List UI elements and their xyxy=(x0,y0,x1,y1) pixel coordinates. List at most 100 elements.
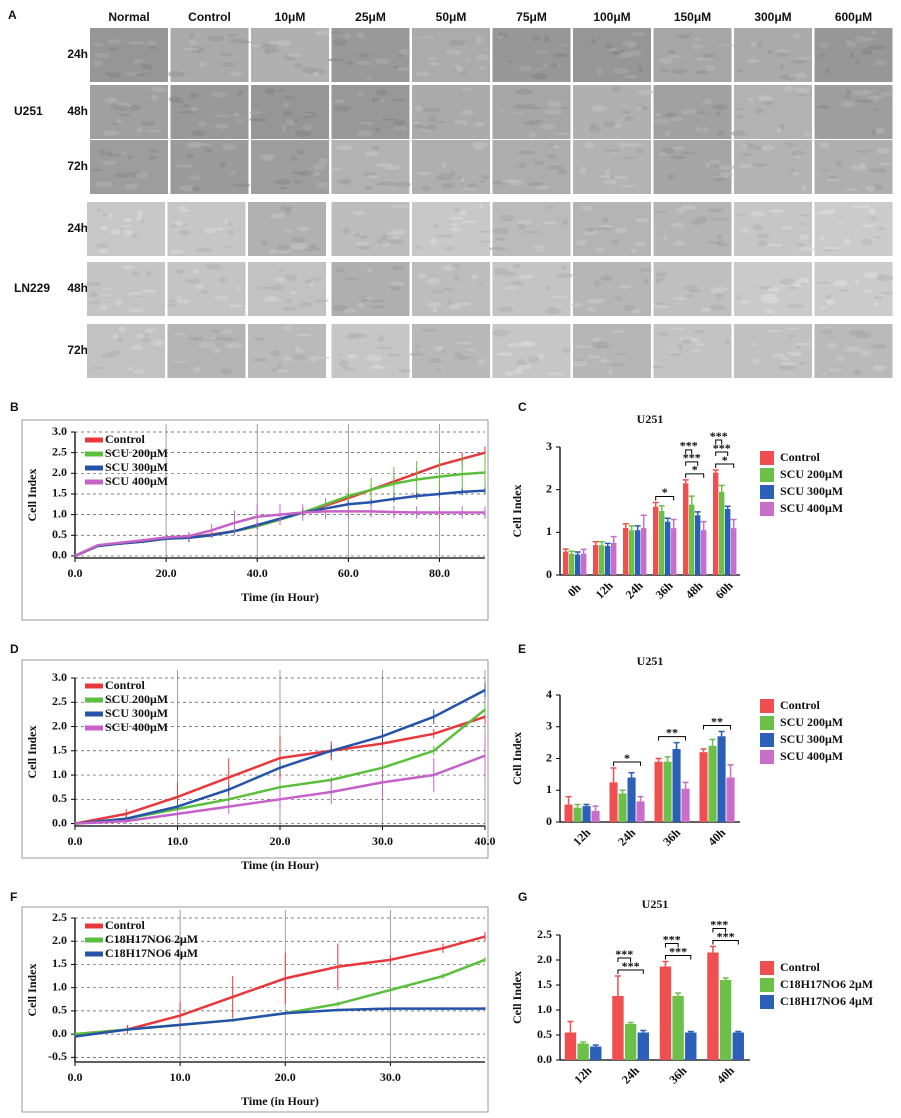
cell-texture xyxy=(136,209,144,216)
cell-texture xyxy=(435,173,454,181)
bar xyxy=(577,1043,589,1060)
cell-texture xyxy=(677,34,691,39)
y-tick-label: 1 xyxy=(546,782,552,796)
cell-texture xyxy=(504,370,515,376)
cell-texture xyxy=(330,31,341,34)
cell-texture xyxy=(630,248,637,253)
cell-texture xyxy=(652,365,664,369)
cell-texture xyxy=(450,227,461,232)
cell-texture xyxy=(758,285,772,290)
significance-bracket xyxy=(715,463,735,469)
cell-texture xyxy=(801,185,807,192)
cell-texture xyxy=(435,121,447,124)
cell-texture xyxy=(140,64,153,70)
cell-texture xyxy=(734,107,747,110)
bar xyxy=(685,1032,697,1060)
cell-texture xyxy=(169,224,177,228)
cell-texture xyxy=(790,150,805,156)
column-header: 150μM xyxy=(674,10,711,24)
cell-texture xyxy=(789,74,795,78)
cell-texture xyxy=(607,48,619,52)
x-tick-label: 30.0 xyxy=(380,1070,401,1084)
column-header: 75μM xyxy=(516,10,547,24)
cell-texture xyxy=(547,62,559,69)
chart-frame xyxy=(21,906,489,1113)
cell-texture xyxy=(189,39,197,45)
cell-texture xyxy=(304,279,313,284)
cell-texture xyxy=(352,211,365,216)
cell-texture xyxy=(96,208,101,213)
cell-texture xyxy=(475,36,483,44)
cell-texture xyxy=(387,353,401,357)
cell-texture xyxy=(877,227,885,231)
cell-texture xyxy=(141,289,157,293)
error-bar xyxy=(682,479,689,484)
cell-texture xyxy=(233,112,240,117)
bar xyxy=(582,806,591,822)
cell-texture xyxy=(221,368,233,374)
cell-texture xyxy=(455,341,473,345)
cell-texture xyxy=(848,329,866,337)
x-tick-label: 24h xyxy=(615,825,638,848)
significance-bracket xyxy=(703,725,732,730)
cell-texture xyxy=(180,209,192,212)
cell-texture xyxy=(786,303,804,309)
cell-texture xyxy=(343,32,352,39)
cell-texture xyxy=(757,95,774,102)
cell-texture xyxy=(375,183,382,186)
cell-texture xyxy=(720,171,733,178)
column-header: 50μM xyxy=(436,10,467,24)
y-tick-label: 1.0 xyxy=(52,979,67,993)
cell-texture xyxy=(880,91,894,97)
y-tick-label: 0.5 xyxy=(52,527,67,541)
cell-texture xyxy=(559,106,571,110)
legend-label: SCU 200μM xyxy=(780,467,843,481)
cell-texture xyxy=(415,245,422,250)
cell-texture xyxy=(797,56,811,60)
cell-texture xyxy=(680,109,698,115)
panel-label: F xyxy=(10,890,17,904)
error-bar xyxy=(637,795,644,802)
bar xyxy=(636,801,645,822)
cell-texture xyxy=(739,164,754,169)
cell-texture xyxy=(94,180,113,188)
row-label: 72h xyxy=(67,159,88,173)
cell-texture xyxy=(741,228,751,233)
cell-texture xyxy=(427,57,436,61)
cell-texture xyxy=(670,327,686,330)
error-bar xyxy=(718,484,725,492)
micrograph xyxy=(87,262,165,316)
cell-texture xyxy=(655,271,669,278)
cell-texture xyxy=(496,306,514,313)
cell-texture xyxy=(872,108,879,111)
legend-swatch xyxy=(760,961,774,975)
cell-texture xyxy=(312,163,326,170)
bar xyxy=(590,1046,602,1060)
row-label: 24h xyxy=(67,47,88,61)
cell-texture xyxy=(874,235,881,239)
cell-texture xyxy=(185,278,201,284)
error-bar xyxy=(610,535,617,543)
cell-texture xyxy=(798,362,806,365)
legend-label: Control xyxy=(780,450,820,464)
cell-texture xyxy=(127,366,134,370)
cell-texture xyxy=(262,155,273,162)
cell-texture xyxy=(503,286,519,290)
cell-texture xyxy=(716,44,735,47)
bar xyxy=(719,491,725,575)
cell-texture xyxy=(614,175,630,180)
cell-texture xyxy=(827,368,842,372)
series-line xyxy=(74,715,486,825)
group-label: U251 xyxy=(14,104,43,118)
cell-texture xyxy=(415,171,432,176)
micrograph xyxy=(331,202,410,256)
bar xyxy=(725,508,731,575)
cell-texture xyxy=(575,239,587,246)
cell-texture xyxy=(221,61,236,67)
cell-texture xyxy=(560,43,567,46)
cell-texture xyxy=(205,263,222,271)
cell-texture xyxy=(543,109,562,115)
cell-texture xyxy=(683,285,700,290)
cell-texture xyxy=(173,332,187,335)
cell-texture xyxy=(670,68,688,75)
